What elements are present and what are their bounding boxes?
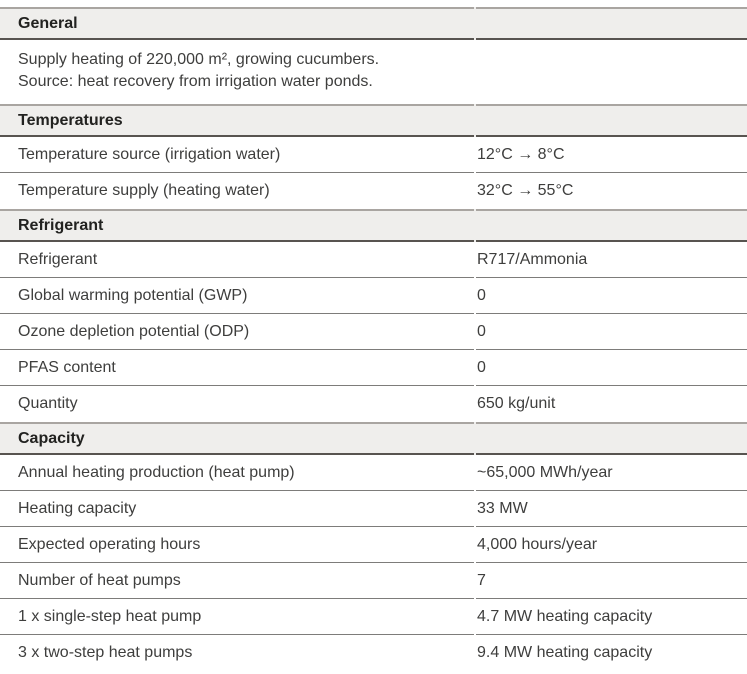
section-header-spacer xyxy=(476,209,747,242)
row-label: Number of heat pumps xyxy=(0,563,474,599)
section-title: Refrigerant xyxy=(0,209,474,242)
row-value: 0 xyxy=(476,350,747,386)
row-value: 0 xyxy=(476,278,747,314)
row-label: Ozone depletion potential (ODP) xyxy=(0,314,474,350)
row-value: ~65,000 MWh/year xyxy=(476,455,747,491)
table-row: 1 x single-step heat pump 4.7 MW heating… xyxy=(0,599,747,635)
table-row: 3 x two-step heat pumps 9.4 MW heating c… xyxy=(0,635,747,671)
row-label: 3 x two-step heat pumps xyxy=(18,644,193,661)
section-title: Temperatures xyxy=(0,104,474,137)
table-row: Temperature source (irrigation water) 12… xyxy=(0,137,747,173)
row-value: 32°C → 55°C xyxy=(477,182,574,199)
section-header-general: General xyxy=(0,7,747,40)
table-row: Annual heating production (heat pump) ~6… xyxy=(0,455,747,491)
general-text-spacer xyxy=(476,40,747,104)
section-header-capacity: Capacity xyxy=(0,422,747,455)
table-row: Expected operating hours 4,000 hours/yea… xyxy=(0,527,747,563)
row-label: Annual heating production (heat pump) xyxy=(0,455,474,491)
table-row: PFAS content 0 xyxy=(0,350,747,386)
row-label: PFAS content xyxy=(0,350,474,386)
section-header-refrigerant: Refrigerant xyxy=(0,209,747,242)
section-header-spacer xyxy=(476,422,747,455)
row-value: 4.7 MW heating capacity xyxy=(476,599,747,635)
spec-table: General Supply heating of 220,000 m², gr… xyxy=(0,7,747,671)
section-header-spacer xyxy=(476,104,747,137)
row-value: 4,000 hours/year xyxy=(476,527,747,563)
row-value: 0 xyxy=(476,314,747,350)
row-value: 12°C → 8°C xyxy=(476,137,747,173)
row-label: Quantity xyxy=(18,395,78,412)
row-label: Refrigerant xyxy=(0,242,474,278)
general-text-line-1: Supply heating of 220,000 m², growing cu… xyxy=(18,51,380,68)
table-row: Number of heat pumps 7 xyxy=(0,563,747,599)
row-label: Temperature supply (heating water) xyxy=(18,182,270,199)
row-label: Temperature source (irrigation water) xyxy=(0,137,474,173)
row-value: R717/Ammonia xyxy=(476,242,747,278)
row-label: Expected operating hours xyxy=(0,527,474,563)
table-row: Heating capacity 33 MW xyxy=(0,491,747,527)
general-text-row: Supply heating of 220,000 m², growing cu… xyxy=(0,40,747,104)
section-header-temperatures: Temperatures xyxy=(0,104,747,137)
table-row: Refrigerant R717/Ammonia xyxy=(0,242,747,278)
row-value: 9.4 MW heating capacity xyxy=(477,644,653,661)
section-header-spacer xyxy=(476,7,747,40)
row-value: 33 MW xyxy=(476,491,747,527)
general-text-line-2: Source: heat recovery from irrigation wa… xyxy=(18,73,373,90)
row-value: 7 xyxy=(476,563,747,599)
row-value: 650 kg/unit xyxy=(477,395,556,412)
row-label: Global warming potential (GWP) xyxy=(0,278,474,314)
table-row: Global warming potential (GWP) 0 xyxy=(0,278,747,314)
general-text: Supply heating of 220,000 m², growing cu… xyxy=(0,40,474,104)
table-row: Ozone depletion potential (ODP) 0 xyxy=(0,314,747,350)
row-label: 1 x single-step heat pump xyxy=(0,599,474,635)
table-row: Quantity 650 kg/unit xyxy=(0,386,747,422)
table-row: Temperature supply (heating water) 32°C … xyxy=(0,173,747,209)
section-title: General xyxy=(0,7,474,40)
row-label: Heating capacity xyxy=(0,491,474,527)
section-title: Capacity xyxy=(0,422,474,455)
